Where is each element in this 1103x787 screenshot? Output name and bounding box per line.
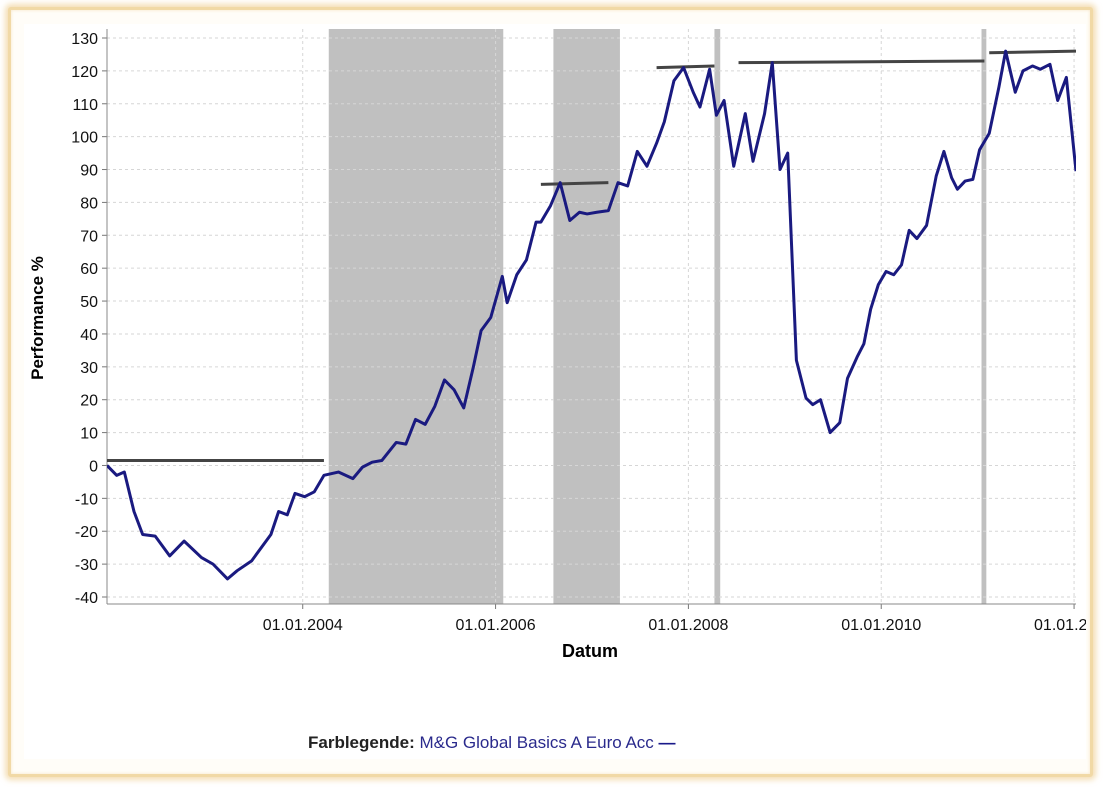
peak-line-2	[656, 64, 715, 70]
chart-panel: 130 120 110 100 90 80 70 60 50 40 30 20 10 0 -10 -20 -30…	[24, 24, 1086, 759]
y-tick-label-14: -10	[75, 491, 98, 508]
y-tick-label-16: -30	[75, 557, 98, 574]
legend-title: Farblegende:	[308, 733, 415, 752]
legend: Farblegende: M&G Global Basics A Euro Ac…	[308, 733, 676, 753]
shaded-period-2	[714, 29, 721, 604]
y-tick-label-11: 20	[80, 393, 98, 410]
y-tick-label-1: 120	[71, 64, 98, 81]
peak-line-4	[989, 49, 1076, 55]
shaded-period-0	[328, 29, 504, 604]
y-tick-label-10: 30	[80, 360, 98, 377]
shaded-period-3	[981, 29, 987, 604]
y-tick-label-8: 50	[80, 294, 98, 311]
x-tick-label-0: 01.01.2004	[263, 617, 343, 634]
performance-chart: 1301201101009080706050403020100-10-20-30…	[71, 29, 1086, 634]
y-tick-label-9: 40	[80, 327, 98, 344]
y-tick-label-13: 0	[89, 458, 98, 475]
x-axis-label: Datum	[561, 641, 619, 661]
y-tick-label-3: 100	[71, 130, 98, 147]
series-line-0	[107, 49, 1076, 581]
legend-series-label: M&G Global Basics A Euro Acc	[419, 733, 654, 752]
x-tick-label-2: 01.01.2008	[648, 617, 728, 634]
y-tick-label-12: 10	[80, 426, 98, 443]
y-tick-label-15: -20	[75, 524, 98, 541]
y-tick-label-4: 90	[80, 163, 98, 180]
y-tick-label-5: 80	[80, 195, 98, 212]
y-tick-label-6: 70	[80, 228, 98, 245]
x-tick-label-1: 01.01.2006	[456, 617, 536, 634]
y-tick-label-17: -40	[75, 590, 98, 607]
y-axis-label: Performance %	[28, 256, 47, 380]
peak-line-3	[738, 59, 985, 65]
x-tick-label-3: 01.01.2010	[841, 617, 921, 634]
y-tick-label-2: 110	[72, 97, 98, 114]
x-tick-label-4: 01.01.2012	[1034, 617, 1086, 634]
peak-line-1	[540, 181, 609, 186]
shaded-period-1	[553, 29, 620, 604]
y-tick-label-7: 60	[80, 261, 98, 278]
legend-line-symbol: —	[658, 733, 676, 752]
y-tick-label-0: 130	[71, 31, 98, 48]
